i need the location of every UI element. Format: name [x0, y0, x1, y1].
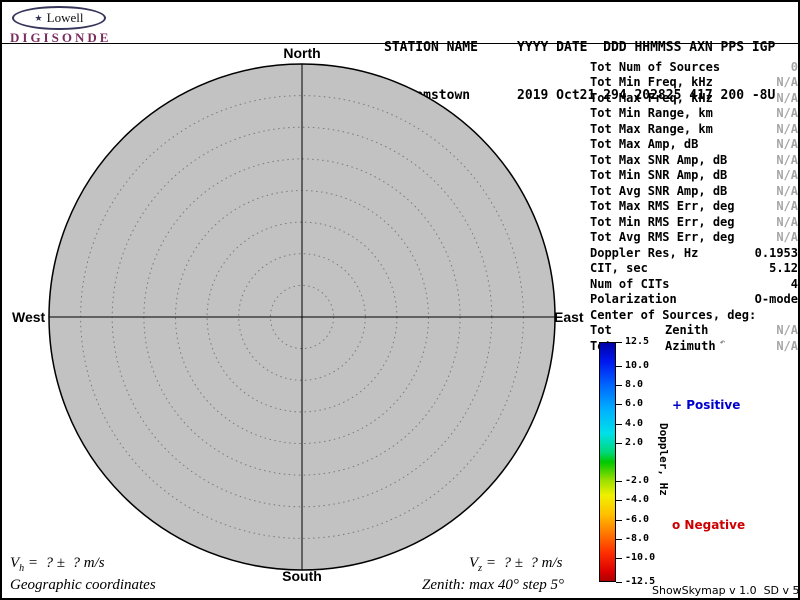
stat-label: Doppler Res, Hz: [590, 245, 699, 260]
stat-value: N/A: [776, 214, 798, 229]
stats-panel: Tot Num of Sources 0 Tot Min Freq, kHz N/A…: [590, 59, 798, 354]
stat-label: Tot Avg SNR Amp, dB: [590, 183, 728, 198]
stat-label: Tot Max Amp, dB: [590, 137, 699, 152]
stat-row: CIT, sec 5.12: [590, 261, 798, 277]
stat-row: Tot Num of Sources 0: [590, 59, 798, 75]
stat-value: 0.1953: [754, 245, 798, 260]
skymap-polar-plot: [48, 63, 556, 571]
colorbar-tick-label: -4.0: [615, 494, 650, 505]
stat-sublabel: Azimuth: [665, 338, 716, 353]
header-divider: [2, 43, 798, 44]
stat-label: Tot Max Freq, kHz: [590, 90, 713, 105]
vh-velocity-label: Vh = ? ± ? m/s: [10, 555, 105, 574]
zenith-scale-note: Zenith: max 40° step 5°: [422, 577, 564, 593]
stat-row: TotAzimuth↶N/A: [590, 338, 798, 354]
version-label: ShowSkymap v 1.0 SD v 5.1: [652, 584, 800, 597]
stat-value: N/A: [776, 152, 798, 167]
stat-value: 4: [790, 276, 798, 291]
colorbar-tick-label: 4.0: [615, 418, 644, 429]
center-of-sources-header: Center of Sources, deg:: [590, 307, 757, 322]
compass-label-west: West: [12, 309, 46, 325]
lowell-logo: ★ Lowell: [12, 6, 106, 30]
vz-velocity-label: Vz = ? ± ? m/s: [469, 555, 563, 574]
stat-row: Polarization O-mode: [590, 292, 798, 308]
colorbar-tick-label: -12.5: [615, 576, 656, 587]
stat-value: N/A: [776, 230, 798, 245]
colorbar-tick-label: 10.0: [615, 360, 650, 371]
stat-value: N/A: [776, 323, 798, 338]
stat-label: Tot Min RMS Err, deg: [590, 214, 735, 229]
digisonde-brand: DIGISONDE: [10, 30, 112, 45]
colorbar-tick-label: 12.5: [615, 336, 650, 347]
stat-label: Tot Max RMS Err, deg: [590, 199, 735, 214]
stat-row: Tot Min SNR Amp, dB N/A: [590, 168, 798, 184]
stat-value: N/A: [776, 106, 798, 121]
stat-label: Num of CITs: [590, 276, 670, 291]
compass-label-north: North: [283, 45, 321, 61]
stat-row: Num of CITs 4: [590, 276, 798, 292]
compass-label-east: East: [554, 309, 584, 325]
stat-label: Tot Avg RMS Err, deg: [590, 230, 735, 245]
stat-label: CIT, sec: [590, 261, 648, 276]
colorbar-tick-label: -2.0: [615, 475, 650, 486]
stat-row: Tot Max Range, km N/A: [590, 121, 798, 137]
stat-value: N/A: [776, 199, 798, 214]
stat-row: Tot Avg SNR Amp, dB N/A: [590, 183, 798, 199]
azimuth-arrow-icon: ↶: [719, 338, 725, 349]
stat-value: 0: [790, 59, 798, 74]
stat-label: Polarization: [590, 292, 677, 307]
stat-label: Tot Num of Sources: [590, 59, 721, 74]
stat-label: Tot: [590, 323, 612, 338]
stat-label: Tot Min Range, km: [590, 106, 713, 121]
stat-label: Tot Min Freq, kHz: [590, 75, 713, 90]
colorbar-tick-label: 8.0: [615, 379, 644, 390]
stat-label: Tot Max SNR Amp, dB: [590, 152, 728, 167]
header-values-line: Grahamstown 2019 Oct21 294 202825 417 20…: [384, 88, 776, 103]
coordinates-label: Geographic coordinates: [10, 577, 156, 593]
stat-row: Tot Max Amp, dB N/A: [590, 137, 798, 153]
stat-row: Tot Avg RMS Err, deg N/A: [590, 230, 798, 246]
stat-row: Doppler Res, Hz 0.1953: [590, 245, 798, 261]
star-icon: ★: [34, 12, 43, 23]
colorbar-tick-label: -6.0: [615, 514, 650, 525]
stat-row: Tot Max RMS Err, deg N/A: [590, 199, 798, 215]
colorbar-tick-label: -10.0: [615, 552, 656, 563]
stat-value: N/A: [776, 168, 798, 183]
stat-row: Tot Max Freq, kHz N/A: [590, 90, 798, 106]
stat-sublabel: Zenith: [665, 323, 709, 338]
negative-doppler-legend: o Negative: [672, 518, 746, 532]
stat-row: Tot Max SNR Amp, dB N/A: [590, 152, 798, 168]
stat-row: Tot Min RMS Err, deg N/A: [590, 214, 798, 230]
stat-value: N/A: [776, 183, 798, 198]
stat-row: Tot Zenith N/A: [590, 323, 798, 339]
stat-row: Tot Min Freq, kHz N/A: [590, 75, 798, 91]
stat-value: O-mode: [754, 292, 798, 307]
stat-value: 5.12: [769, 261, 798, 276]
stat-row: Tot Min Range, km N/A: [590, 106, 798, 122]
colorbar-tick-label: -8.0: [615, 533, 650, 544]
colorbar-tick-label: 2.0: [615, 437, 644, 448]
doppler-axis-label: Doppler, Hz: [657, 423, 670, 496]
stat-value: N/A: [776, 338, 798, 353]
colorbar-tick-label: 6.0: [615, 398, 644, 409]
stat-label: Tot Min SNR Amp, dB: [590, 168, 728, 183]
doppler-colorbar: [599, 342, 616, 582]
stat-value: N/A: [776, 75, 798, 90]
stat-value: N/A: [776, 137, 798, 152]
logo-name: Lowell: [46, 10, 84, 25]
stat-value: N/A: [776, 90, 798, 105]
stat-label: Tot Max Range, km: [590, 121, 713, 136]
compass-label-south: South: [282, 568, 322, 584]
positive-doppler-legend: + Positive: [672, 398, 741, 412]
stat-value: N/A: [776, 121, 798, 136]
